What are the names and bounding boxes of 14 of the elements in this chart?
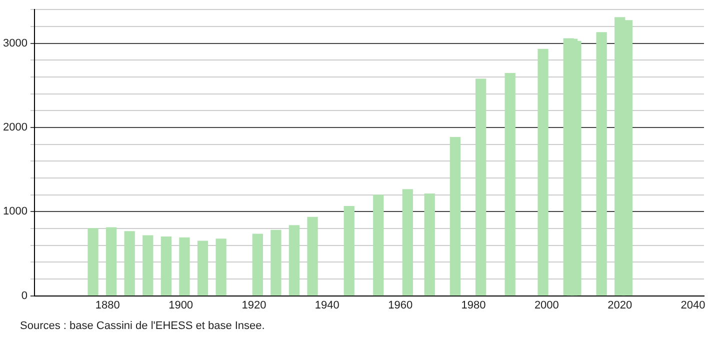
x-tick-label: 2020 <box>608 299 632 312</box>
x-tick-label: 1880 <box>95 299 120 312</box>
source-note: Sources : base Cassini de l'EHESS et base Insee. <box>20 320 265 332</box>
x-tick-label: 2040 <box>680 299 706 312</box>
x-tick-label: 2000 <box>534 299 559 312</box>
y-tick-label: 0 <box>21 290 28 302</box>
y-tick-label: 2000 <box>2 121 28 134</box>
x-tick-label: 1980 <box>461 299 486 312</box>
x-tick-label: 1940 <box>314 299 340 312</box>
y-tick-label: 3000 <box>2 37 28 50</box>
y-tick-label: 1000 <box>2 206 28 218</box>
x-tick-label: 1920 <box>242 299 266 312</box>
x-tick-label: 1960 <box>388 299 413 312</box>
x-tick-label: 1900 <box>168 299 194 312</box>
